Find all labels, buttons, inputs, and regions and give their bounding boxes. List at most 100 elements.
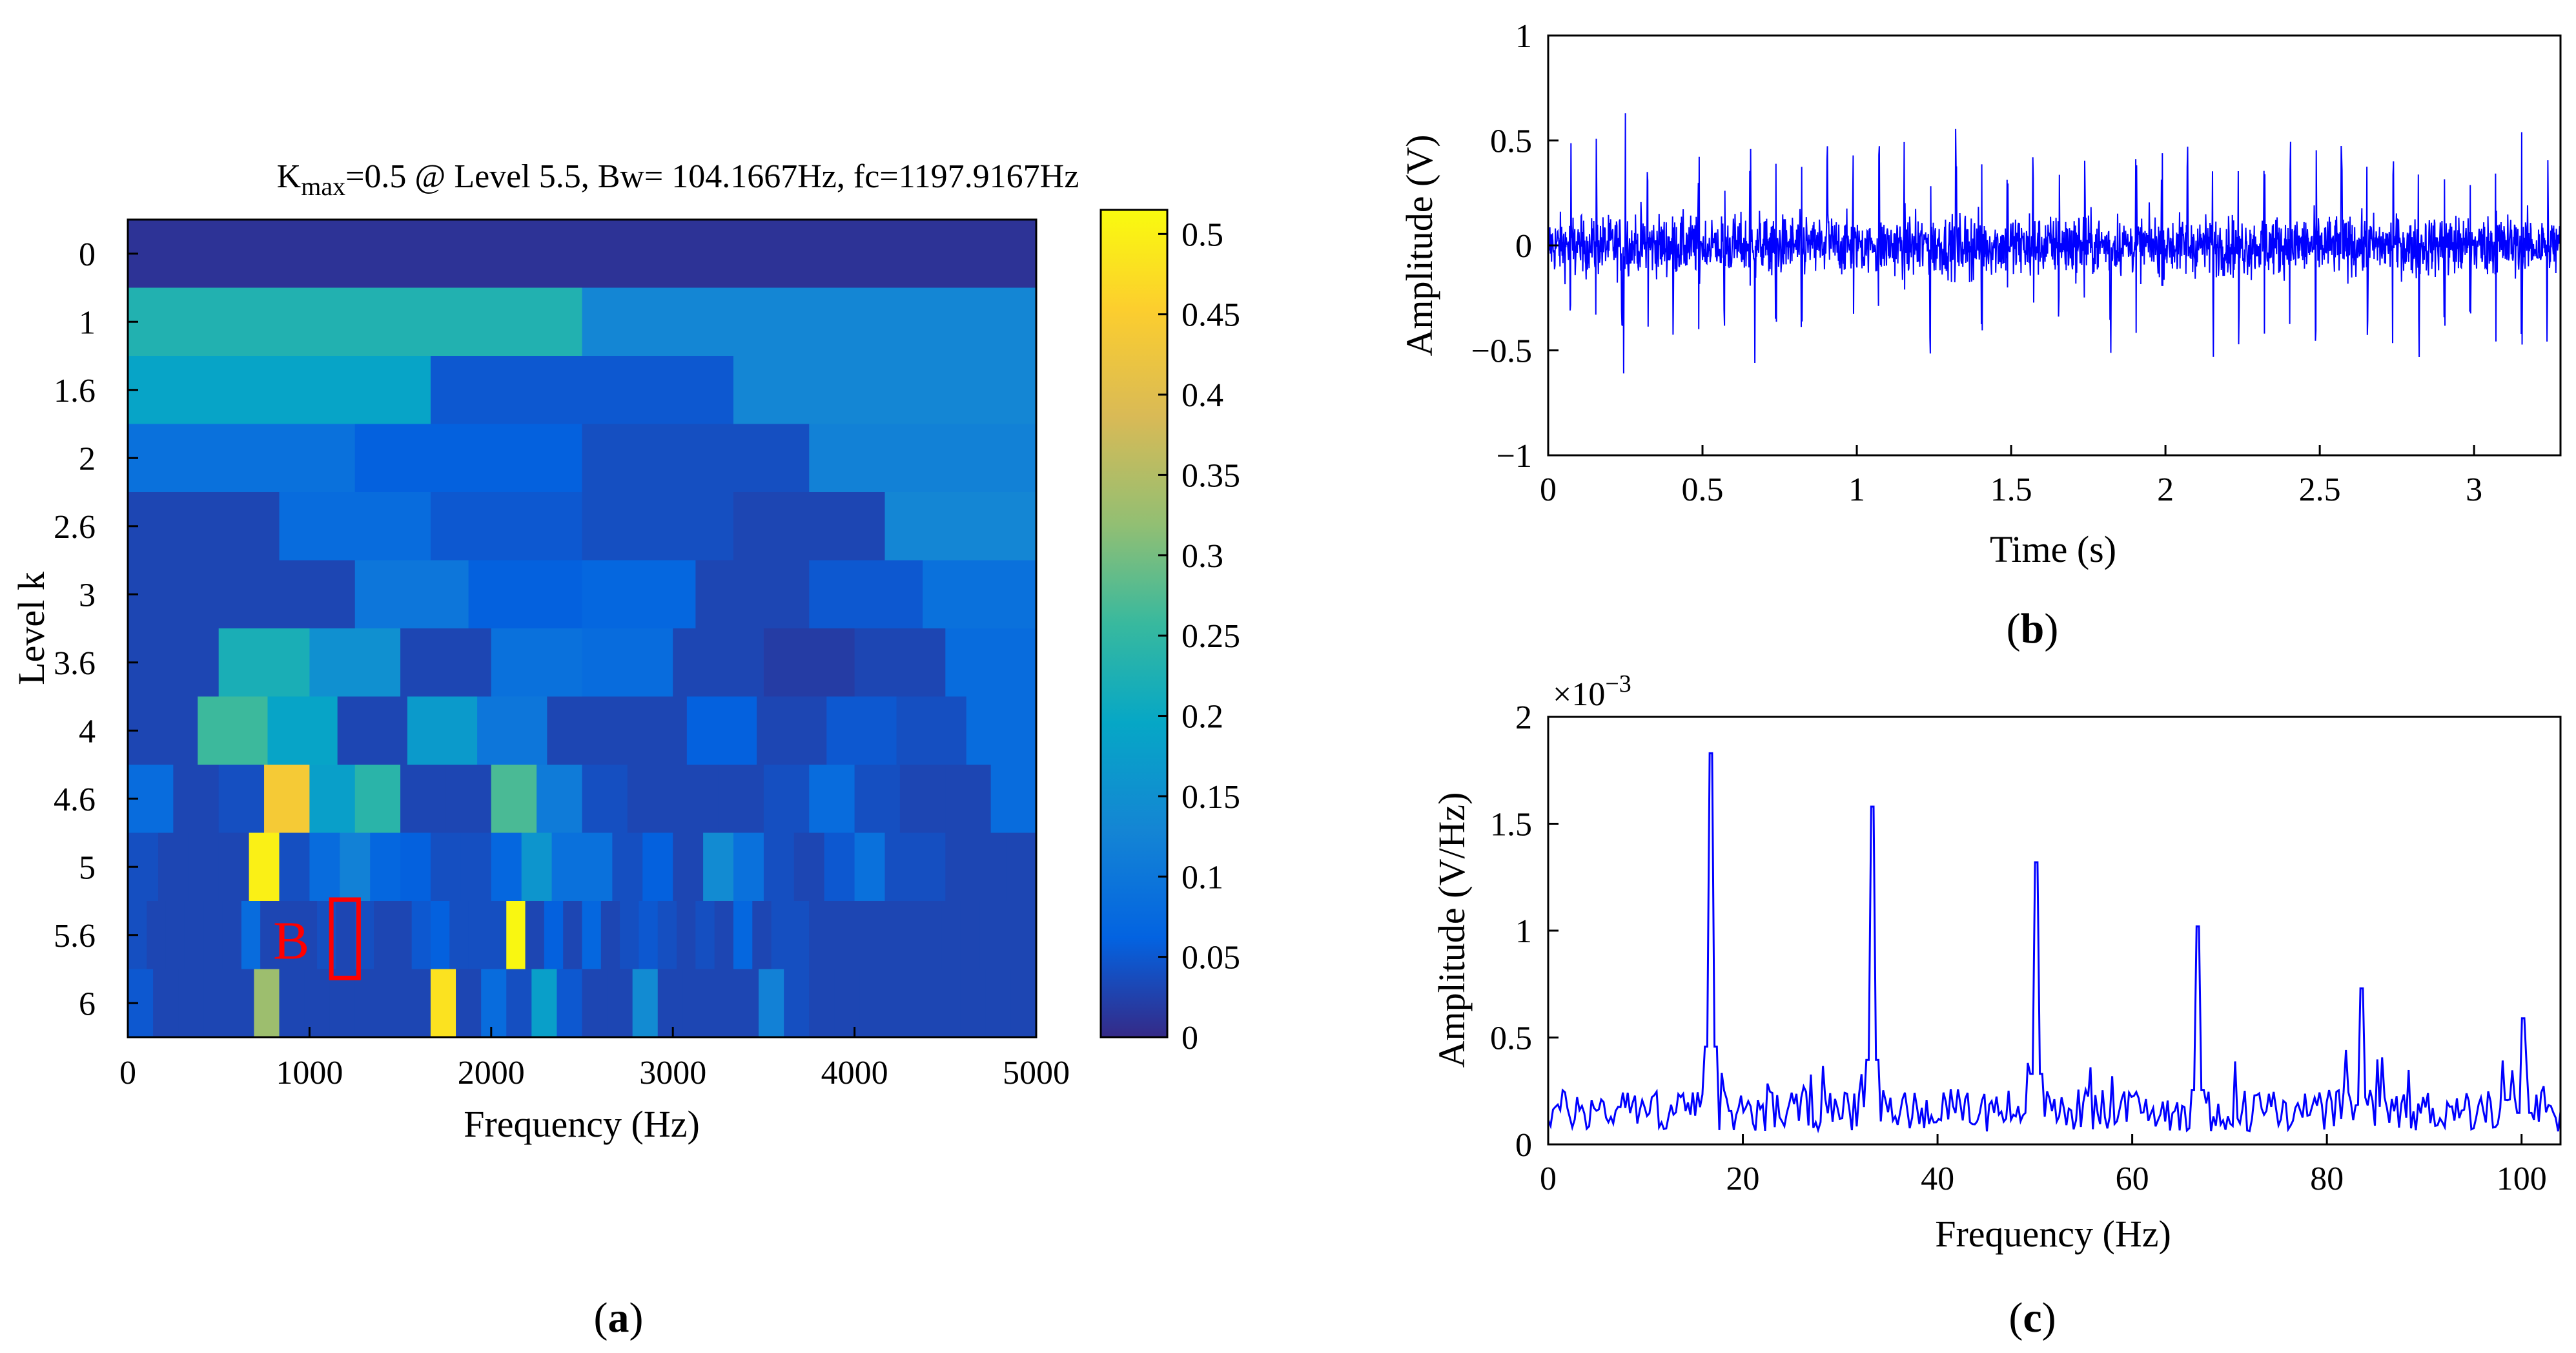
heatmap-cell bbox=[809, 969, 835, 1038]
x-tick-label: 80 bbox=[2310, 1161, 2344, 1197]
heatmap-cell bbox=[506, 901, 526, 970]
heatmap-cell bbox=[1010, 969, 1037, 1038]
heatmap-cell bbox=[203, 901, 223, 970]
heatmap-cell bbox=[260, 901, 280, 970]
heatmap-cell bbox=[714, 901, 734, 970]
heatmap-cell bbox=[153, 969, 179, 1038]
heatmap-cell bbox=[809, 424, 1037, 493]
heatmap-cell bbox=[354, 560, 469, 629]
heatmap-cell bbox=[657, 969, 684, 1038]
heatmap-cell bbox=[763, 832, 795, 902]
x-tick-label: 20 bbox=[1726, 1161, 1760, 1197]
heatmap-cell bbox=[279, 832, 310, 902]
heatmap-cell bbox=[854, 765, 901, 834]
heatmap-cell bbox=[846, 901, 866, 970]
y-tick-label: 3.6 bbox=[54, 645, 96, 682]
heatmap-cell bbox=[222, 901, 242, 970]
colorbar-tick-label: 0.1 bbox=[1181, 859, 1223, 896]
heatmap-cell bbox=[809, 765, 855, 834]
x-tick-label: 0 bbox=[1540, 471, 1557, 508]
x-tick-label: 0 bbox=[119, 1055, 136, 1091]
y-tick-label: −0.5 bbox=[1471, 333, 1532, 370]
heatmap-cell bbox=[677, 901, 696, 970]
heatmap-cell bbox=[612, 832, 643, 902]
heatmap-cell bbox=[521, 832, 553, 902]
heatmap-cell bbox=[456, 969, 482, 1038]
heatmap-cell bbox=[431, 969, 456, 1038]
panel-label-b: (b) bbox=[2007, 605, 2059, 652]
heatmap-cell bbox=[828, 901, 848, 970]
envelope-spectrum-line bbox=[1547, 752, 2562, 1133]
envelope-spectrum-x-ticks: 0 20 40 60 80 100 bbox=[1540, 1134, 2547, 1197]
heatmap-cell bbox=[834, 969, 861, 1038]
heatmap-cell bbox=[354, 765, 401, 834]
heatmap-cell bbox=[859, 969, 886, 1038]
heatmap-cell bbox=[600, 901, 620, 970]
heatmap-cell bbox=[960, 901, 980, 970]
heatmap-cell bbox=[544, 901, 564, 970]
heatmap-cell bbox=[733, 492, 886, 561]
heatmap-cell bbox=[165, 901, 185, 970]
heatmap-cell bbox=[733, 356, 1037, 425]
heatmap-cell bbox=[188, 832, 220, 902]
heatmap-cell bbox=[923, 560, 1037, 629]
colorbar-tick-label: 0.45 bbox=[1181, 297, 1240, 334]
y-tick-label: −1 bbox=[1497, 438, 1532, 475]
heatmap-cell bbox=[960, 969, 986, 1038]
time-signal-line bbox=[1548, 113, 2561, 374]
y-tick-label: 0 bbox=[1515, 228, 1532, 265]
y-tick-label: 2.6 bbox=[54, 509, 96, 546]
y-tick-label: 1.6 bbox=[54, 373, 96, 409]
kurtogram-title: Kmax=0.5 @ Level 5.5, Bw= 104.1667Hz, fc… bbox=[277, 158, 1079, 201]
heatmap-cell bbox=[563, 901, 583, 970]
heatmap-cell bbox=[491, 628, 583, 697]
kurtogram-y-ticks: 0 1 1.6 2 2.6 3 3.6 4 4.6 5 5.6 6 bbox=[54, 236, 138, 1022]
heatmap-cell bbox=[254, 969, 280, 1038]
heatmap-cell bbox=[998, 901, 1018, 970]
heatmap-cell bbox=[431, 356, 734, 425]
heatmap-cell bbox=[203, 969, 229, 1038]
heatmap-cell bbox=[884, 901, 905, 970]
heatmap-cell bbox=[910, 969, 936, 1038]
x-tick-label: 4000 bbox=[821, 1055, 888, 1091]
heatmap-cell bbox=[854, 628, 946, 697]
heatmap-cell bbox=[241, 560, 356, 629]
heatmap-cell bbox=[607, 969, 633, 1038]
heatmap-cell bbox=[718, 765, 764, 834]
heatmap-cell bbox=[477, 696, 547, 765]
heatmap-cell bbox=[733, 969, 759, 1038]
y-tick-label: 5 bbox=[79, 849, 96, 886]
heatmap-cell bbox=[491, 765, 537, 834]
heatmap-cell bbox=[249, 832, 280, 902]
highlight-label-b: B bbox=[273, 911, 309, 971]
heatmap-cell bbox=[582, 492, 734, 561]
heatmap-cell bbox=[945, 832, 976, 902]
kurtogram-plot-frame bbox=[127, 218, 1038, 1038]
heatmap-cell bbox=[393, 901, 413, 970]
heatmap-cell bbox=[309, 765, 356, 834]
heatmap-cell bbox=[184, 901, 204, 970]
y-tick-label: 1 bbox=[1515, 913, 1532, 950]
heatmap-cell bbox=[241, 901, 261, 970]
envelope-spectrum-xlabel: Frequency (Hz) bbox=[1935, 1213, 2171, 1255]
heatmap-cell bbox=[763, 628, 855, 697]
heatmap-cell bbox=[531, 969, 558, 1038]
panel-label-c: (c) bbox=[2009, 1294, 2056, 1341]
x-tick-label: 60 bbox=[2116, 1161, 2149, 1197]
heatmap-cell bbox=[935, 969, 961, 1038]
heatmap-cell bbox=[128, 560, 242, 629]
heatmap-cell bbox=[218, 832, 250, 902]
heatmap-cell bbox=[884, 832, 915, 902]
colorbar-tick-label: 0 bbox=[1181, 1020, 1198, 1057]
heatmap-cell bbox=[400, 628, 492, 697]
kurtogram-cells bbox=[128, 220, 1037, 1038]
heatmap-cell bbox=[682, 969, 709, 1038]
heatmap-cell bbox=[673, 765, 719, 834]
y-tick-label: 5.6 bbox=[54, 918, 96, 955]
heatmap-cell bbox=[547, 696, 618, 765]
heatmap-cell bbox=[945, 628, 1037, 697]
heatmap-cell bbox=[506, 969, 532, 1038]
heatmap-cell bbox=[481, 969, 507, 1038]
y-tick-label: 1 bbox=[79, 304, 96, 341]
heatmap-cell bbox=[639, 901, 659, 970]
